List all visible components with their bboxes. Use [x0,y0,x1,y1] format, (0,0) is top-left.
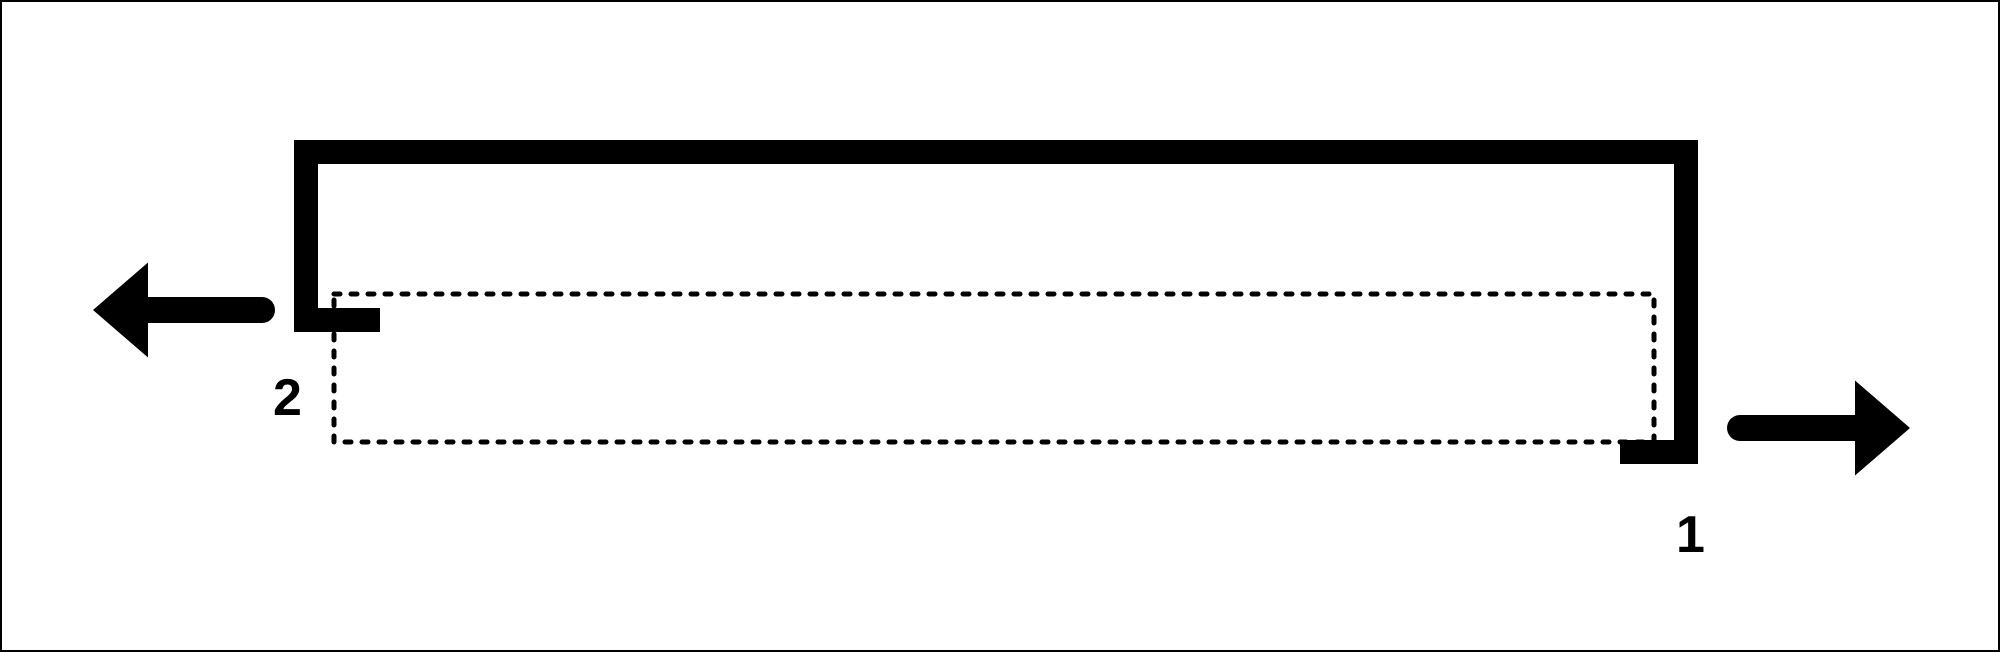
diagram-container: 1 2 [0,0,2000,652]
label-one: 1 [1676,505,1705,565]
label-two: 2 [273,368,302,428]
